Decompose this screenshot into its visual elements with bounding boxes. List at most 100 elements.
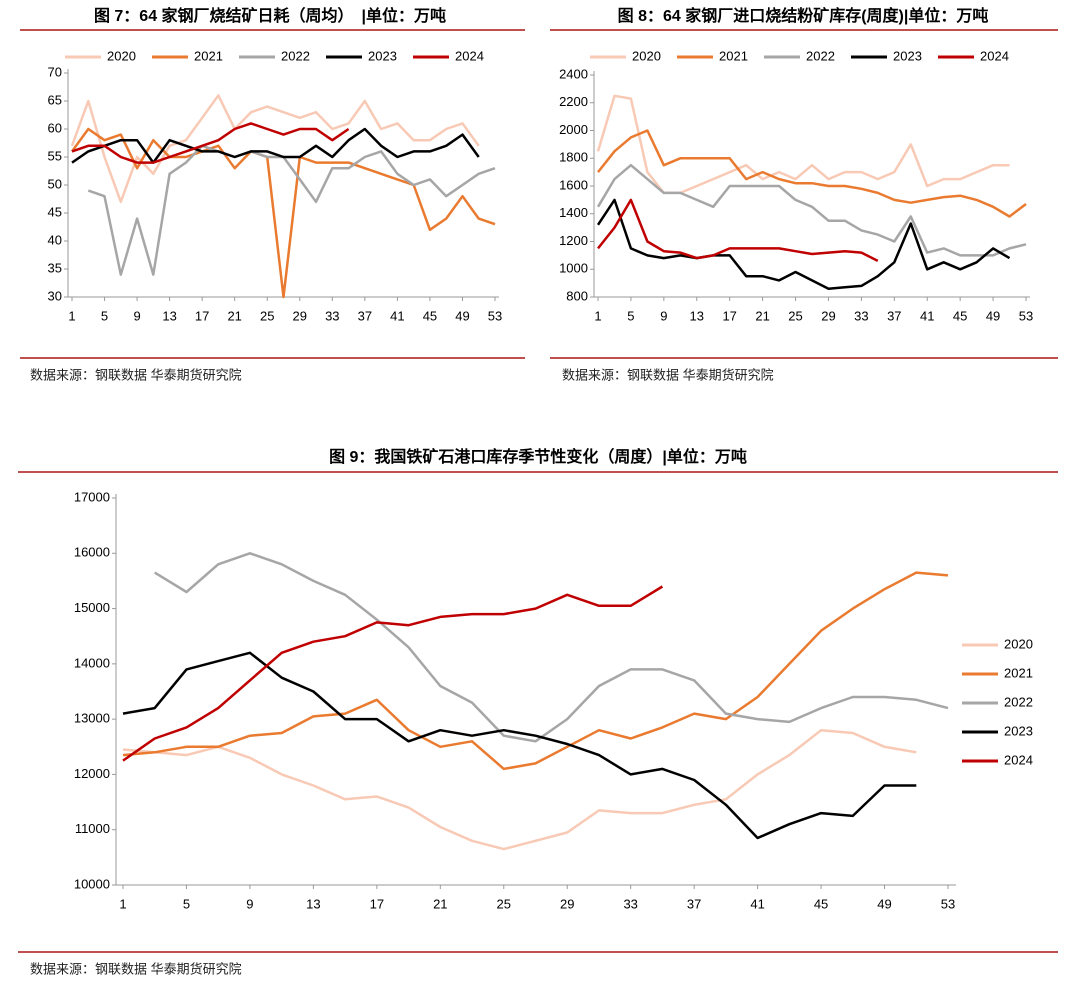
x-tick-label: 25 (260, 308, 274, 323)
series-line (87, 144, 496, 276)
x-tick-label: 13 (690, 308, 704, 323)
x-tick-label: 29 (293, 308, 307, 323)
x-tick-label: 17 (370, 896, 384, 911)
y-tick-label: 30 (48, 288, 62, 303)
legend-label: 2022 (806, 48, 835, 63)
x-tick-label: 53 (488, 308, 502, 323)
legend-label: 2021 (194, 48, 223, 63)
y-tick-label: 70 (48, 64, 62, 79)
x-tick-label: 21 (755, 308, 769, 323)
y-tick-label: 13000 (74, 711, 110, 726)
y-tick-label: 11000 (75, 821, 110, 836)
chart-title: 图 9：我国铁矿石港口库存季节性变化（周度）|单位：万吨 (329, 447, 747, 466)
x-tick-label: 9 (133, 308, 140, 323)
y-tick-label: 10000 (74, 876, 110, 891)
source-note: 数据来源：钢联数据 华泰期货研究院 (30, 961, 242, 976)
source-note: 数据来源：钢联数据 华泰期货研究院 (30, 367, 242, 382)
x-tick-label: 53 (941, 896, 955, 911)
x-tick-label: 33 (854, 308, 868, 323)
x-tick-label: 41 (750, 896, 764, 911)
series-line (71, 122, 350, 164)
y-tick-label: 55 (48, 148, 62, 163)
series-line (122, 728, 917, 851)
y-tick-label: 2000 (559, 122, 588, 137)
y-tick-label: 45 (48, 204, 62, 219)
series-line (597, 129, 1027, 218)
x-tick-label: 25 (788, 308, 802, 323)
series-line (154, 552, 949, 743)
legend-label: 2024 (455, 48, 484, 63)
y-tick-label: 2400 (559, 66, 588, 81)
y-tick-label: 1200 (559, 233, 588, 248)
series-line (70, 127, 496, 299)
y-tick-label: 12000 (74, 766, 110, 781)
series-line (596, 163, 1027, 257)
x-tick-label: 17 (722, 308, 736, 323)
x-tick-label: 49 (986, 308, 1000, 323)
chart-title: 图 8：64 家钢厂进口烧结粉矿库存(周度)|单位：万吨 (618, 6, 989, 25)
x-tick-label: 9 (246, 896, 253, 911)
series-line (122, 651, 917, 840)
legend-label: 2023 (368, 48, 397, 63)
y-tick-label: 40 (48, 232, 62, 247)
legend-label: 2020 (1004, 636, 1033, 651)
source-note: 数据来源：钢联数据 华泰期货研究院 (562, 367, 774, 382)
y-tick-label: 16000 (74, 545, 110, 560)
x-tick-label: 37 (358, 308, 372, 323)
x-tick-label: 1 (119, 896, 126, 911)
series-line (122, 571, 949, 771)
x-tick-label: 1 (594, 308, 601, 323)
series-line (596, 198, 1011, 290)
y-tick-label: 15000 (74, 600, 110, 615)
legend-label: 2021 (719, 48, 748, 63)
y-tick-label: 1000 (559, 261, 588, 276)
y-tick-label: 35 (48, 260, 62, 275)
legend-label: 2024 (1004, 752, 1033, 767)
x-tick-label: 29 (821, 308, 835, 323)
series-line (71, 127, 480, 164)
y-tick-label: 800 (566, 288, 588, 303)
x-tick-label: 45 (953, 308, 967, 323)
x-tick-label: 5 (627, 308, 634, 323)
series-line (596, 94, 1010, 195)
x-tick-label: 13 (162, 308, 176, 323)
legend-label: 2022 (281, 48, 310, 63)
legend-label: 2023 (893, 48, 922, 63)
x-tick-label: 21 (433, 896, 447, 911)
legend-label: 2020 (632, 48, 661, 63)
x-tick-label: 1 (68, 308, 75, 323)
legend-label: 2022 (1004, 694, 1033, 709)
x-tick-label: 41 (390, 308, 404, 323)
x-tick-label: 41 (920, 308, 934, 323)
y-tick-label: 1800 (559, 150, 588, 165)
y-tick-label: 1600 (559, 177, 588, 192)
y-tick-label: 17000 (74, 489, 110, 504)
legend-label: 2021 (1004, 665, 1033, 680)
series-line (597, 198, 879, 263)
legend-label: 2020 (107, 48, 136, 63)
y-tick-label: 2200 (559, 94, 588, 109)
x-tick-label: 37 (687, 896, 701, 911)
y-tick-label: 14000 (74, 655, 110, 670)
x-tick-label: 5 (101, 308, 108, 323)
x-tick-label: 49 (455, 308, 469, 323)
x-tick-label: 33 (325, 308, 339, 323)
x-tick-label: 5 (183, 896, 190, 911)
chart-title: 图 7：64 家钢厂烧结矿日耗（周均） |单位：万吨 (94, 6, 446, 25)
legend-label: 2023 (1004, 723, 1033, 738)
x-tick-label: 45 (814, 896, 828, 911)
x-tick-label: 25 (497, 896, 511, 911)
x-tick-label: 29 (560, 896, 574, 911)
x-tick-label: 53 (1019, 308, 1033, 323)
y-tick-label: 50 (48, 176, 62, 191)
x-tick-label: 17 (195, 308, 209, 323)
series-line (70, 94, 480, 204)
x-tick-label: 9 (660, 308, 667, 323)
x-tick-label: 37 (887, 308, 901, 323)
x-tick-label: 49 (877, 896, 891, 911)
x-tick-label: 45 (423, 308, 437, 323)
x-tick-label: 21 (227, 308, 241, 323)
y-tick-label: 65 (48, 92, 62, 107)
